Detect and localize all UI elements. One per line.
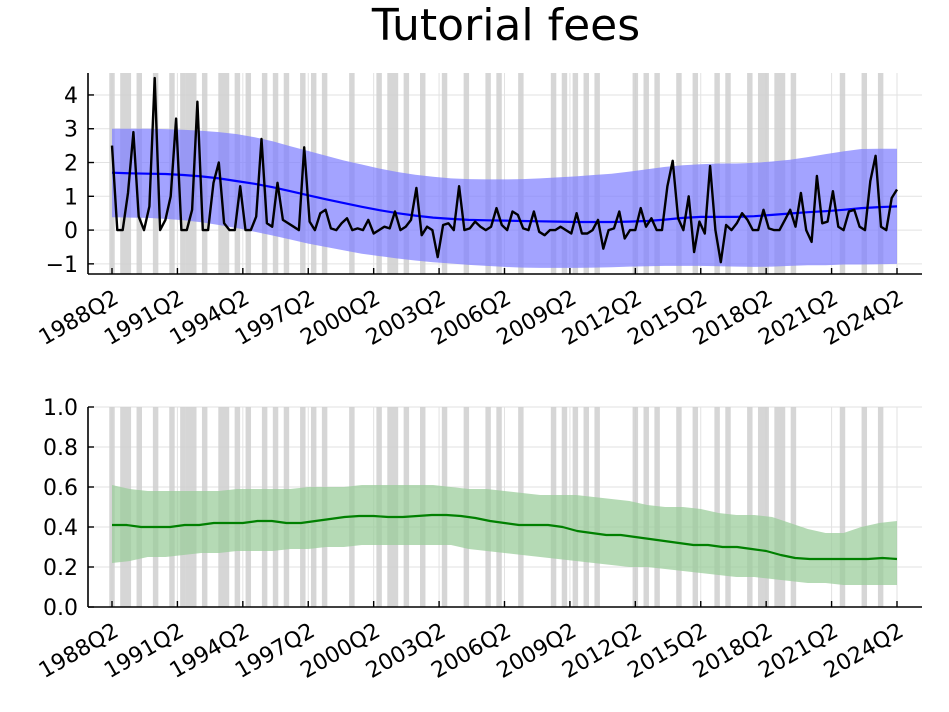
shaded-period	[861, 407, 868, 607]
y-tick-label: 2	[64, 152, 78, 177]
shaded-period	[725, 407, 731, 607]
shaded-period	[757, 407, 769, 607]
y-tick-label: 0.0	[43, 596, 78, 621]
y-tick-label: 0.4	[43, 516, 78, 541]
shaded-period	[441, 73, 448, 274]
y-tick-label: 3	[64, 118, 78, 143]
credible-band	[112, 128, 897, 268]
trend-line	[112, 513, 898, 561]
bottom-panel: 0.00.20.40.60.81.01988Q21991Q21994Q21997…	[35, 396, 922, 684]
shaded-period	[774, 407, 786, 607]
y-tick-label: 0.6	[43, 476, 78, 501]
shaded-period	[561, 73, 568, 274]
shaded-period	[572, 73, 579, 274]
chart-title: Tutorial fees	[371, 0, 640, 51]
credible-band	[112, 485, 897, 585]
shaded-period	[518, 73, 524, 274]
y-tick-label: 0.2	[43, 556, 78, 581]
shaded-period	[485, 73, 491, 274]
top-panel: −1012341988Q21991Q21994Q21997Q22000Q2200…	[35, 73, 922, 351]
shaded-period	[877, 407, 884, 607]
shaded-period	[594, 73, 600, 274]
y-tick-label: −1	[46, 253, 78, 278]
shaded-period	[790, 407, 797, 607]
observed-line	[110, 76, 899, 264]
shaded-period	[714, 407, 720, 607]
shaded-period	[583, 73, 589, 274]
shaded-period	[550, 73, 557, 274]
shaded-period	[420, 73, 426, 274]
shaded-period	[496, 73, 502, 274]
y-tick-label: 0	[64, 219, 78, 244]
y-tick-label: 4	[64, 84, 78, 109]
shaded-period	[747, 407, 753, 607]
shaded-period	[839, 407, 846, 607]
y-tick-label: 1.0	[43, 396, 78, 421]
y-tick-label: 0.8	[43, 436, 78, 461]
shaded-period	[692, 407, 699, 607]
shaded-period	[463, 73, 470, 274]
y-tick-label: 1	[64, 185, 78, 210]
